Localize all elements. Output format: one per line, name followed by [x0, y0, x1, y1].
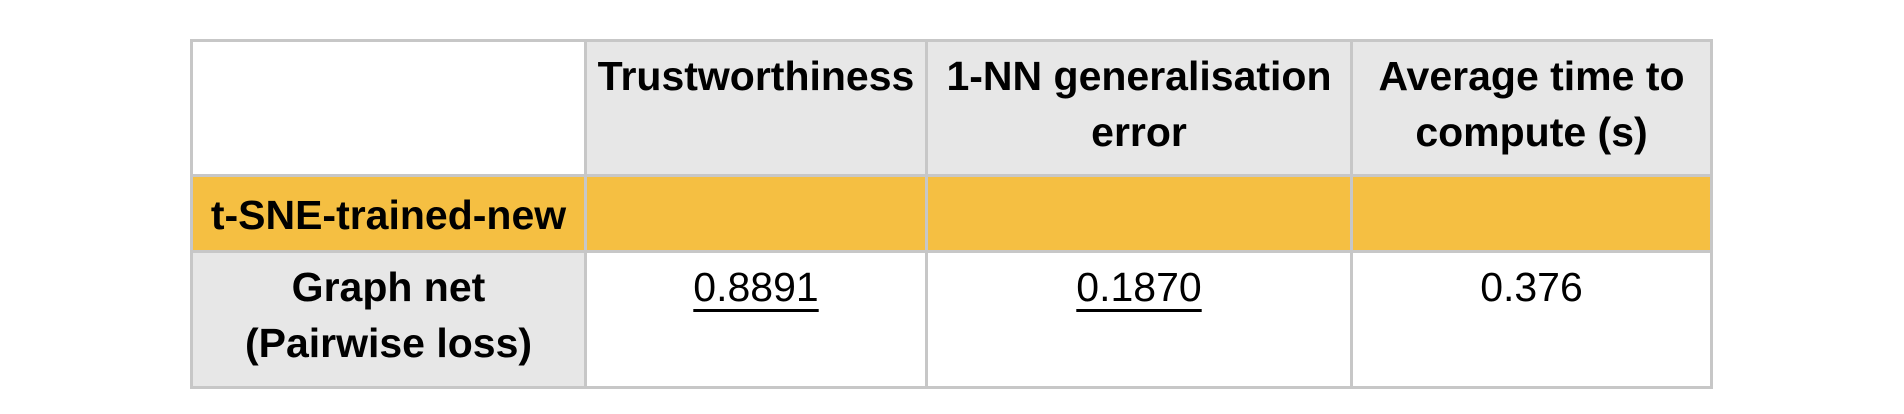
row-label: Graph net (Pairwise loss): [190, 250, 587, 389]
trustworthiness-value: 0.8891: [693, 264, 819, 310]
header-row: Trustworthiness 1-NN generalisation erro…: [190, 39, 1713, 177]
table-cell: 0.8891: [584, 250, 928, 389]
column-header-1nn-error: 1-NN generalisation error: [925, 39, 1353, 177]
header-corner-cell: [190, 39, 587, 177]
time-value: 0.376: [1480, 264, 1583, 310]
section-label: t-SNE-trained-new: [190, 174, 587, 253]
table-cell: 0.376: [1350, 250, 1713, 389]
table-cell: 0.1870: [925, 250, 1353, 389]
results-table: Trustworthiness 1-NN generalisation erro…: [190, 39, 1713, 389]
section-filler-cell: [584, 174, 928, 253]
column-header-trustworthiness: Trustworthiness: [584, 39, 928, 177]
table-row: Graph net (Pairwise loss) 0.8891 0.1870 …: [190, 250, 1713, 389]
section-row: t-SNE-trained-new: [190, 174, 1713, 253]
section-filler-cell: [1350, 174, 1713, 253]
section-filler-cell: [925, 174, 1353, 253]
error-value: 0.1870: [1076, 264, 1202, 310]
column-header-avg-time: Average time to compute (s): [1350, 39, 1713, 177]
